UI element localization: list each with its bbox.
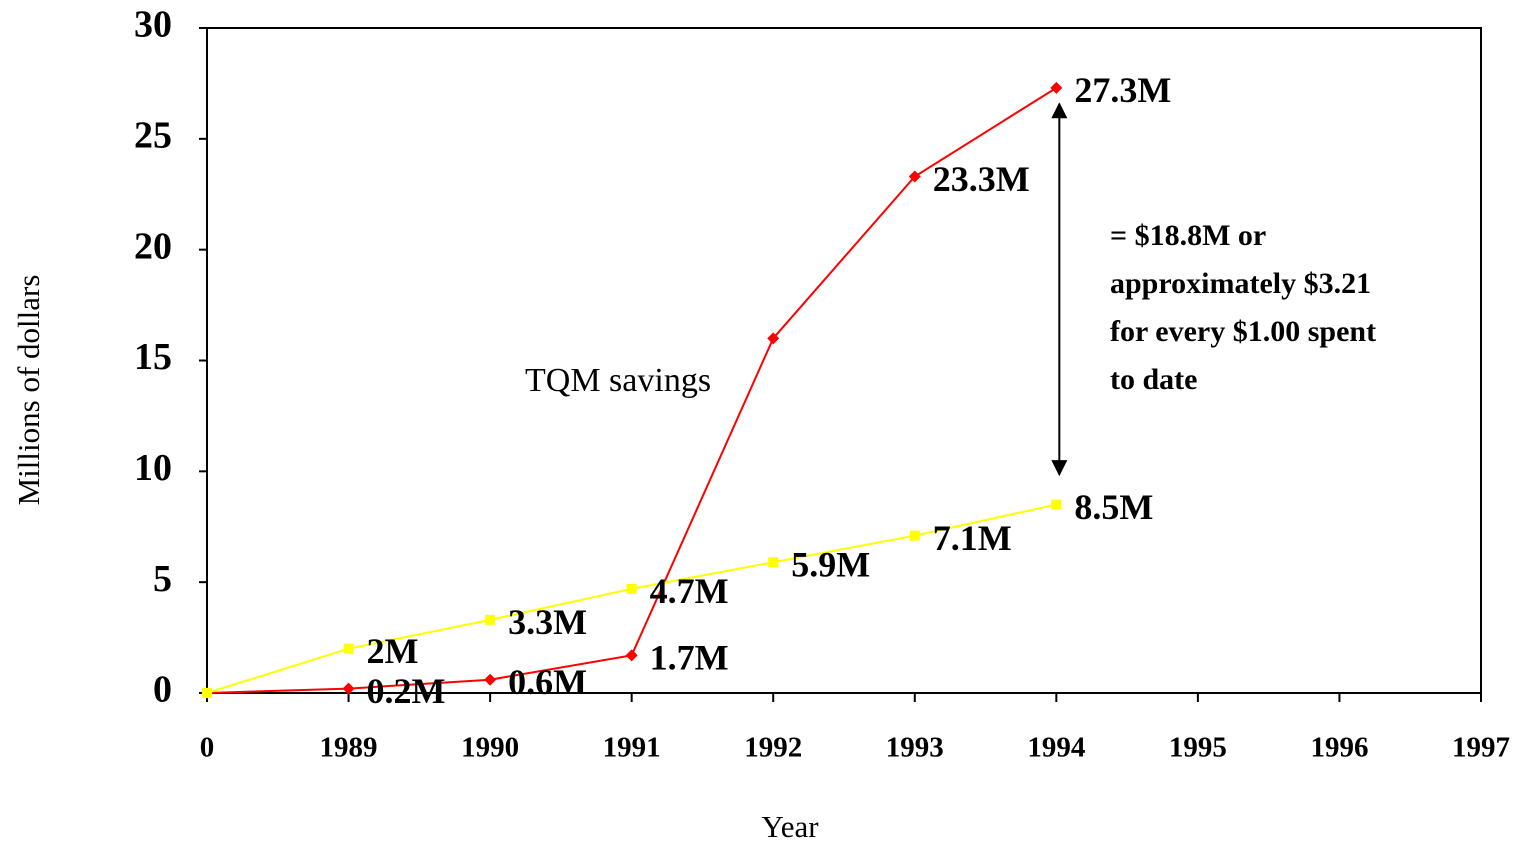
y-tick-label: 15 xyxy=(134,336,172,378)
annotation: to date xyxy=(1110,363,1197,396)
value-label: 3.3M xyxy=(508,602,587,642)
point-marker xyxy=(343,643,354,654)
point-marker xyxy=(767,332,780,345)
point-marker xyxy=(626,583,637,594)
point-marker xyxy=(1051,499,1062,510)
point-marker xyxy=(768,557,779,568)
value-label: 1.7M xyxy=(650,638,729,678)
point-marker xyxy=(1050,81,1063,94)
y-tick-label: 30 xyxy=(134,4,172,46)
value-label: 8.5M xyxy=(1074,487,1153,527)
y-tick-label: 20 xyxy=(134,225,172,267)
annotation: approximately $3.21 xyxy=(1110,267,1371,300)
x-tick-label: 0 xyxy=(200,732,215,764)
point-marker xyxy=(484,673,497,686)
value-label: 27.3M xyxy=(1074,70,1171,110)
point-marker xyxy=(485,614,496,625)
value-label: 23.3M xyxy=(933,159,1030,199)
x-tick-label: 1992 xyxy=(744,732,802,764)
point-marker xyxy=(625,649,638,662)
x-tick-label: 1996 xyxy=(1310,732,1368,764)
value-label: 5.9M xyxy=(791,544,870,584)
y-tick-label: 0 xyxy=(153,669,172,711)
plot-frame xyxy=(206,27,1482,693)
value-label: 7.1M xyxy=(933,518,1012,558)
x-tick-label: 1990 xyxy=(461,732,519,764)
annotation: TQM savings xyxy=(525,362,711,399)
y-tick-label: 25 xyxy=(134,115,172,157)
annotation: = $18.8M or xyxy=(1110,219,1266,252)
x-tick-label: 1995 xyxy=(1169,732,1227,764)
y-tick-label: 5 xyxy=(153,558,172,600)
x-tick-label: 1989 xyxy=(320,732,378,764)
x-axis-title: Year xyxy=(761,809,819,844)
point-marker xyxy=(342,682,355,695)
value-label: 0.6M xyxy=(508,662,587,702)
x-tick-label: 1997 xyxy=(1452,732,1510,764)
x-tick-label: 1991 xyxy=(603,732,661,764)
point-marker xyxy=(909,530,920,541)
point-marker xyxy=(202,688,212,698)
annotation: for every $1.00 spent xyxy=(1110,315,1376,348)
x-tick-label: 1993 xyxy=(886,732,944,764)
point-marker xyxy=(908,170,921,183)
value-label: 2M xyxy=(367,631,419,671)
y-axis-title: Millions of dollars xyxy=(11,275,46,506)
value-label: 4.7M xyxy=(650,571,729,611)
value-label: 0.2M xyxy=(367,671,446,711)
y-tick-label: 10 xyxy=(134,447,172,489)
x-tick-label: 1994 xyxy=(1027,732,1085,764)
series-line xyxy=(206,503,1057,694)
